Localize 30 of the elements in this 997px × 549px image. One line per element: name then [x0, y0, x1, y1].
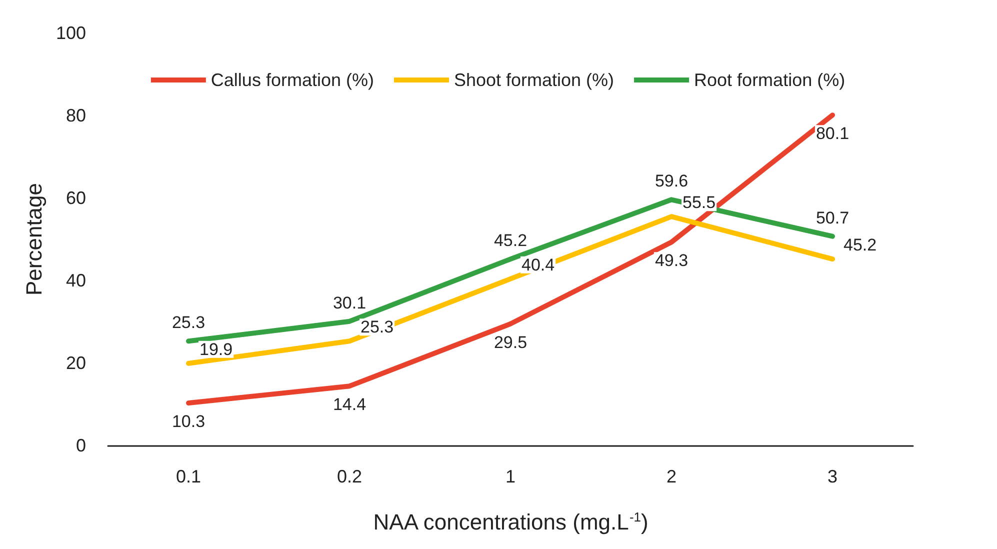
x-tick-label: 0.1 [176, 466, 202, 486]
x-tick-label: 3 [827, 466, 838, 486]
legend-label: Shoot formation (%) [454, 70, 614, 90]
data-label: 45.2 [494, 231, 528, 250]
data-label: 50.7 [816, 208, 850, 228]
y-tick-label: 0 [76, 436, 86, 456]
data-label: 29.5 [494, 332, 528, 352]
y-axis-title: Percentage [22, 182, 47, 296]
data-label: 45.2 [844, 236, 877, 255]
y-tick-label: 40 [66, 270, 86, 290]
data-label: 40.4 [522, 255, 555, 274]
x-tick-label: 1 [505, 466, 516, 486]
data-label: 55.5 [682, 193, 716, 212]
data-label: 25.3 [360, 318, 394, 337]
data-label: 10.3 [172, 412, 206, 432]
data-label: 80.1 [816, 124, 850, 144]
data-label: 14.4 [332, 395, 366, 414]
y-tick-label: 20 [66, 353, 86, 373]
y-tick-label: 100 [56, 23, 86, 43]
data-label: 49.3 [654, 251, 688, 270]
y-tick-label: 60 [66, 188, 86, 208]
data-label: 30.1 [332, 293, 366, 312]
data-label: 25.3 [172, 313, 206, 332]
x-tick-label: 2 [666, 466, 677, 486]
legend-label: Root formation (%) [694, 70, 846, 90]
data-label: 19.9 [200, 340, 233, 359]
x-tick-label: 0.2 [336, 466, 362, 486]
data-label: 59.6 [654, 172, 688, 191]
y-tick-label: 80 [66, 106, 86, 126]
legend-label: Callus formation (%) [210, 70, 374, 90]
